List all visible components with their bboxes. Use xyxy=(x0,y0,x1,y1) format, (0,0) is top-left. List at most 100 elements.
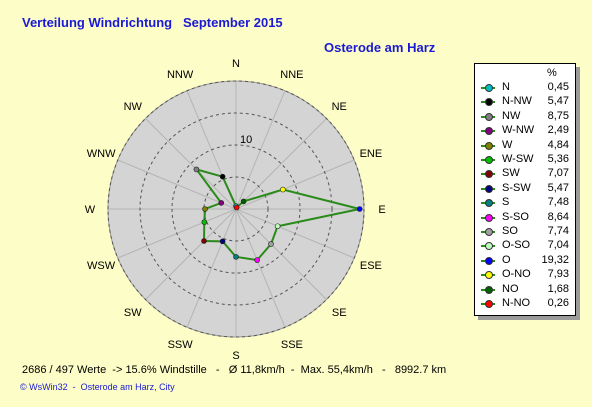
legend-item: W-NW 2,49 xyxy=(475,124,575,138)
legend-item: S 7,48 xyxy=(475,196,575,210)
legend-direction-label: N-NO xyxy=(502,297,531,309)
legend-marker xyxy=(485,300,493,308)
legend-direction-label: N-NW xyxy=(502,95,532,108)
data-point xyxy=(219,238,226,245)
legend-direction-label: W-NW xyxy=(502,124,535,137)
data-point xyxy=(202,206,208,212)
direction-label: E xyxy=(378,204,385,216)
direction-label: SE xyxy=(332,307,347,319)
legend-item: N-NW 5,47 xyxy=(475,95,575,109)
legend-value: 0,26 xyxy=(547,297,569,309)
legend-item: S-SO 8,64 xyxy=(475,211,575,225)
legend-value: 8,64 xyxy=(547,210,569,223)
legend-item: NO 1,68 xyxy=(475,283,575,297)
direction-label: SSW xyxy=(168,339,194,351)
grid-ring xyxy=(139,112,333,306)
data-point xyxy=(233,254,239,260)
direction-label: ENE xyxy=(360,148,383,160)
legend-item: W 4,84 xyxy=(475,139,575,153)
grid-spoke xyxy=(235,118,327,210)
legend-direction-label: O xyxy=(502,253,511,266)
legend-direction-label: SW xyxy=(502,167,520,180)
legend-value: 5,36 xyxy=(547,153,569,165)
direction-label: WNW xyxy=(87,148,116,160)
legend-marker xyxy=(485,84,493,92)
legend-marker xyxy=(485,199,493,208)
grid-spoke xyxy=(145,118,237,210)
legend-marker xyxy=(485,156,493,164)
grid-ring xyxy=(203,176,269,242)
legend-direction-label: NW xyxy=(502,109,521,122)
footer-credit: © WsWin32 - Osterode am Harz, City xyxy=(20,382,175,392)
grid-spoke xyxy=(235,208,286,328)
direction-label: WSW xyxy=(87,260,116,272)
legend-marker xyxy=(485,228,493,236)
legend-direction-label: S-SO xyxy=(502,210,529,223)
grid-ring xyxy=(171,144,301,274)
legend-marker xyxy=(485,271,493,280)
direction-label: SSE xyxy=(281,339,303,351)
legend-value: 5,47 xyxy=(547,95,569,108)
ring-label: 10 xyxy=(240,134,252,146)
direction-label: NNE xyxy=(280,69,303,81)
legend-item: S-SW 5,47 xyxy=(475,182,575,196)
legend: % N 0,45 N-NW 5,47 NW 8,75 W-NW 2,49 W 4,84 W-SW 5,… xyxy=(474,63,576,316)
direction-label: N xyxy=(232,58,240,70)
legend-marker xyxy=(485,127,493,136)
direction-label: SW xyxy=(124,307,142,319)
legend-marker xyxy=(485,141,493,150)
grid-spoke xyxy=(235,159,355,210)
legend-value: 0,45 xyxy=(547,81,569,93)
legend-item: N-NO 0,26 xyxy=(475,297,575,311)
direction-label: NE xyxy=(332,101,347,113)
legend-marker xyxy=(485,285,493,294)
legend-value: 8,75 xyxy=(547,109,569,122)
direction-label: NNW xyxy=(167,69,194,81)
data-point xyxy=(268,241,274,247)
legend-item: SW 7,07 xyxy=(475,167,575,181)
legend-direction-label: O-NO xyxy=(502,268,531,281)
grid-ring xyxy=(107,80,365,338)
grid-spoke xyxy=(186,208,237,328)
legend-value: 2,49 xyxy=(547,124,569,137)
legend-marker xyxy=(485,170,493,179)
legend-value: 7,74 xyxy=(547,225,569,237)
legend-item: NW 8,75 xyxy=(475,110,575,124)
data-point xyxy=(201,238,207,244)
legend-marker xyxy=(485,256,493,265)
direction-label: NW xyxy=(124,101,143,113)
data-point xyxy=(193,166,200,173)
legend-marker xyxy=(485,213,493,222)
legend-item: O-NO 7,93 xyxy=(475,268,575,282)
legend-item: O 19,32 xyxy=(475,254,575,268)
legend-value: 7,04 xyxy=(547,239,569,252)
legend-item: O-SO 7,04 xyxy=(475,239,575,253)
legend-item: N 0,45 xyxy=(475,81,575,95)
data-point xyxy=(274,223,281,230)
data-point xyxy=(356,206,363,212)
legend-unit-label: % xyxy=(547,67,557,79)
legend-direction-label: S xyxy=(502,196,510,209)
chart-title: Verteilung Windrichtung September 2015 xyxy=(22,15,283,30)
legend-value: 1,68 xyxy=(547,282,569,295)
legend-value: 7,93 xyxy=(547,268,569,281)
legend-direction-label: W-SW xyxy=(502,153,534,165)
direction-label: ESE xyxy=(360,260,382,272)
legend-value: 5,47 xyxy=(547,181,569,194)
data-point xyxy=(240,198,247,205)
legend-direction-label: W xyxy=(502,138,513,151)
legend-direction-label: NO xyxy=(502,282,519,295)
legend-item: W-SW 5,36 xyxy=(475,153,575,167)
data-point xyxy=(233,204,240,211)
legend-value: 4,84 xyxy=(547,138,569,151)
grid-spoke xyxy=(117,159,237,210)
location-label: Osterode am Harz xyxy=(324,40,436,55)
direction-label: W xyxy=(85,204,96,216)
legend-marker xyxy=(485,242,493,251)
legend-marker xyxy=(485,112,493,121)
legend-marker xyxy=(485,98,493,107)
data-point xyxy=(219,173,226,180)
data-point xyxy=(201,219,208,225)
legend-direction-label: S-SW xyxy=(502,181,531,194)
